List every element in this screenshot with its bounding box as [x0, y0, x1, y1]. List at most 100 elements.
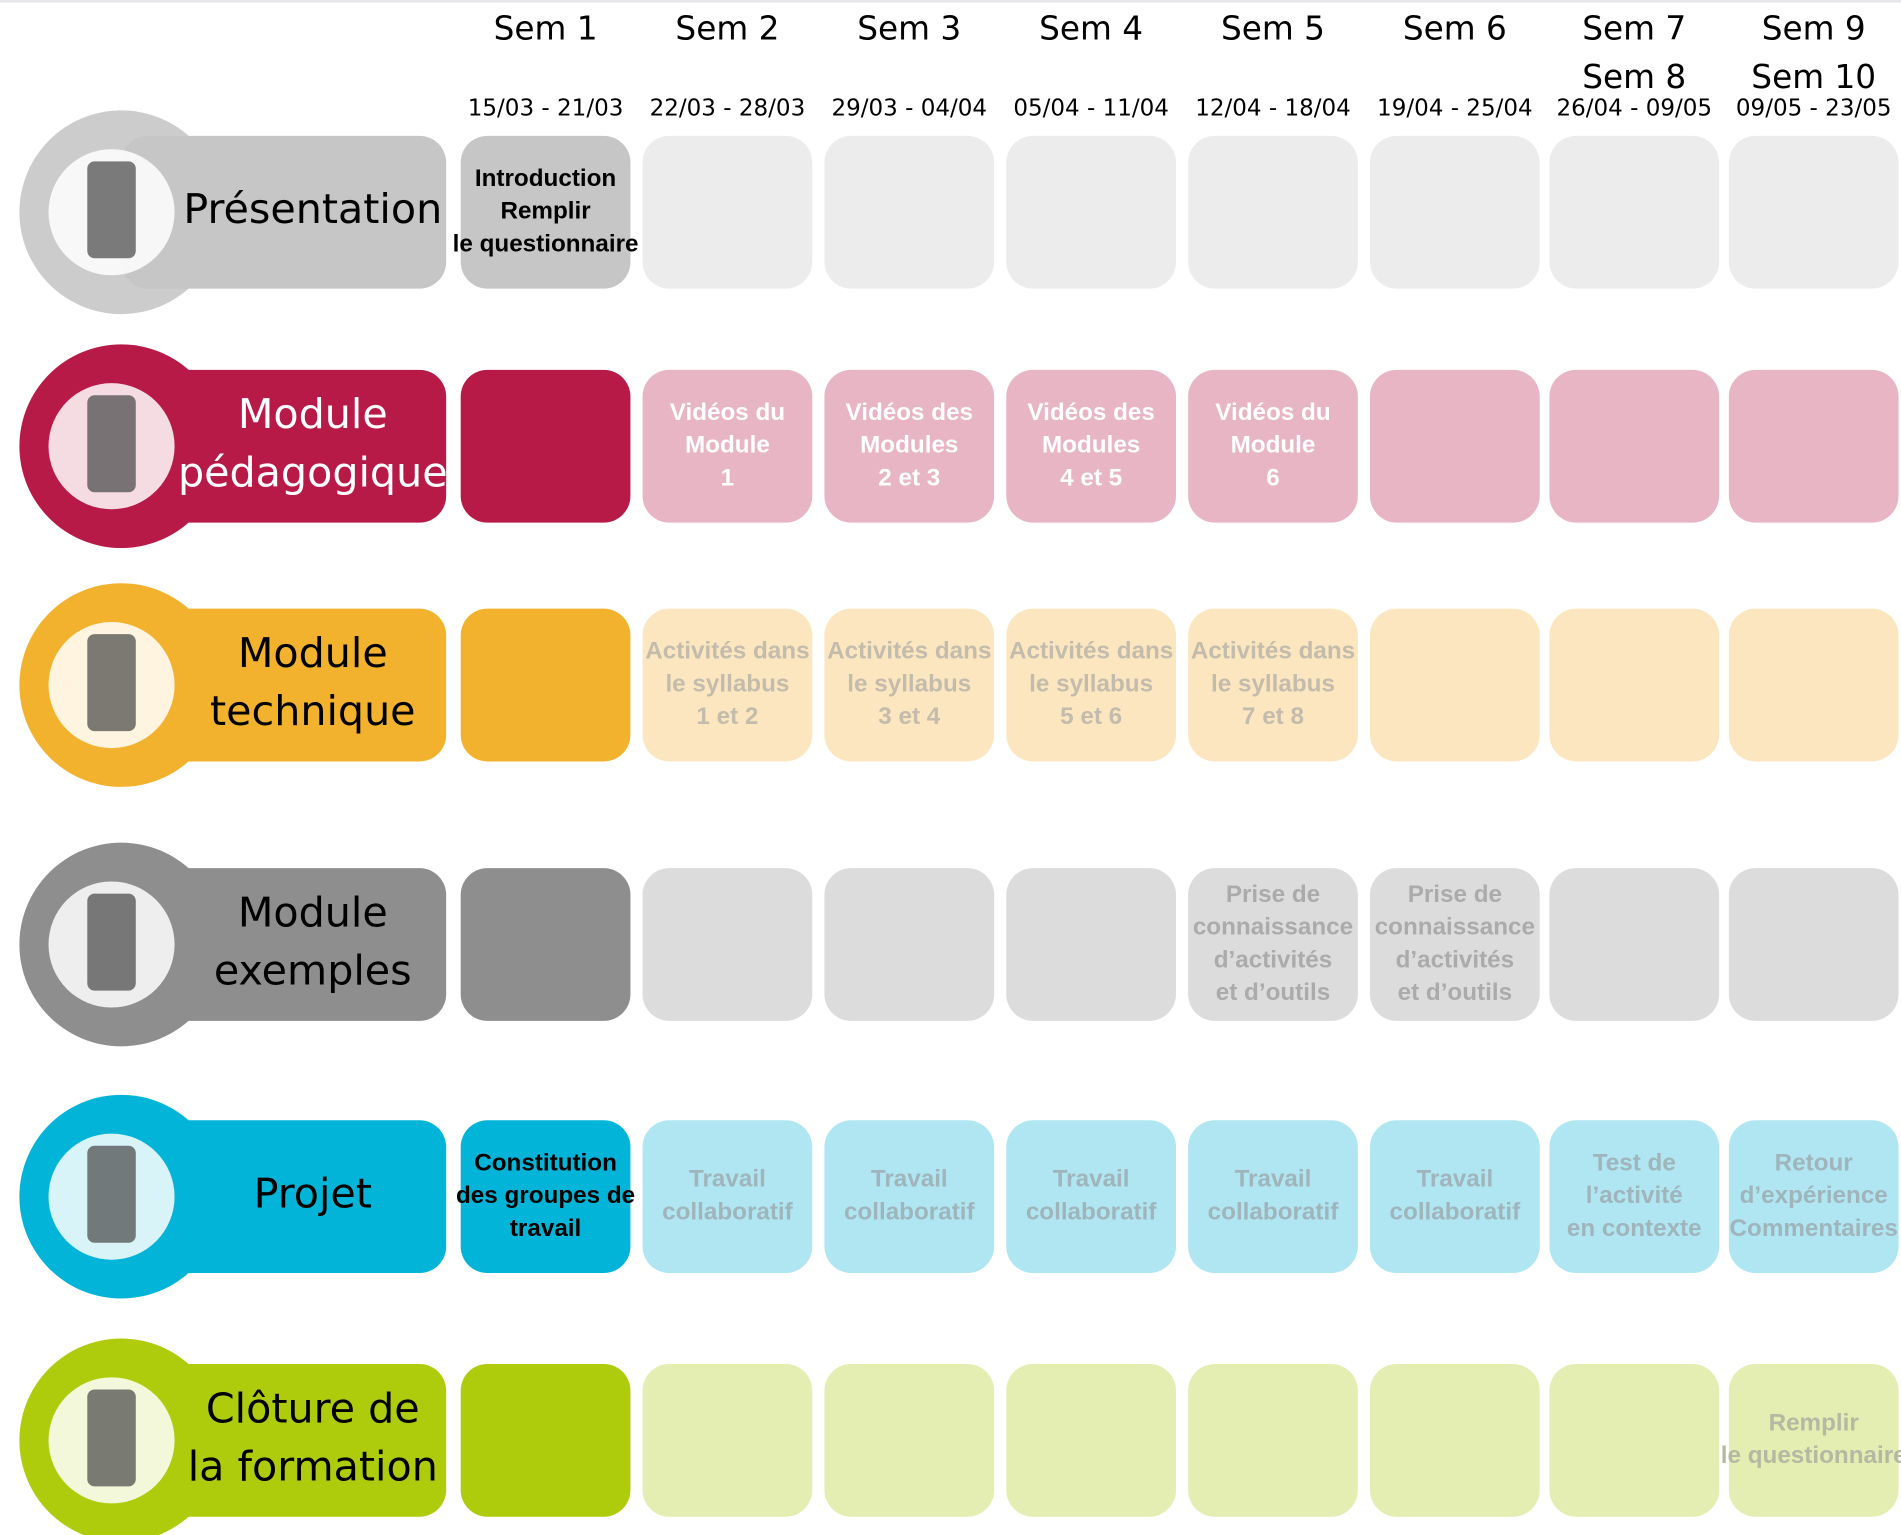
cell-text: collaboratif	[1390, 1198, 1522, 1225]
row-label: Module	[238, 390, 388, 438]
schedule-cell	[1369, 608, 1540, 762]
schedule-cell	[1728, 608, 1899, 762]
cell-text: 1 et 2	[696, 703, 758, 730]
cell-text: travail	[510, 1215, 581, 1242]
cell-text: le questionnaire	[1721, 1442, 1901, 1469]
cell-text: 3 et 4	[878, 703, 940, 730]
schedule-cell	[642, 1120, 813, 1274]
cell-text: d’activités	[1214, 946, 1333, 973]
week-dates: 15/03 - 21/03	[468, 96, 624, 122]
schedule-cell	[1728, 1363, 1899, 1517]
week-dates: 22/03 - 28/03	[650, 96, 806, 122]
cell-text: 2 et 3	[878, 464, 940, 491]
schedule-cell	[1549, 369, 1720, 523]
cell-text: collaboratif	[662, 1198, 794, 1225]
cell-text: et d’outils	[1216, 979, 1330, 1006]
cell-text: 7 et 8	[1242, 703, 1304, 730]
cell-text: Activités dans	[1009, 638, 1173, 665]
cell-text: Introduction	[475, 165, 616, 192]
row-label-bg	[121, 135, 447, 289]
cell-text: Travail	[871, 1166, 948, 1193]
cell-text: collaboratif	[1208, 1198, 1340, 1225]
schedule-cell	[1006, 868, 1177, 1021]
cell-text: Travail	[1235, 1166, 1312, 1193]
cell-text: Module	[1231, 432, 1316, 459]
row-label: technique	[210, 687, 416, 735]
cell-text: des groupes de	[456, 1182, 635, 1209]
week-label: Sem 6	[1403, 9, 1507, 47]
week-dates: 26/04 - 09/05	[1556, 96, 1712, 122]
cell-text: Travail	[689, 1166, 766, 1193]
schedule-cell	[460, 608, 631, 762]
cell-text: Vidéos des	[1027, 399, 1155, 426]
schedule-cell	[824, 608, 995, 762]
cell-text: connaissance	[1375, 914, 1535, 941]
row-label: Projet	[254, 1170, 372, 1218]
cell-text: d’expérience	[1740, 1182, 1888, 1209]
schedule-cell	[824, 1363, 995, 1517]
row-label-bg	[121, 1120, 447, 1274]
schedule-cell	[1188, 868, 1358, 1021]
schedule-cell	[1549, 1120, 1720, 1274]
cell-text: Vidéos du	[1215, 399, 1330, 426]
schedule-cell	[642, 135, 813, 289]
cell-text: Module	[685, 432, 770, 459]
cell-text: collaboratif	[844, 1198, 976, 1225]
cell-text: 6	[1266, 464, 1279, 491]
row-label-bg	[121, 1363, 447, 1517]
schedule-cell	[824, 369, 995, 523]
cell-text: Commentaires	[1730, 1215, 1898, 1242]
schedule-cell	[1728, 868, 1899, 1021]
schedule-cell	[642, 608, 813, 762]
row-label: la formation	[188, 1442, 438, 1490]
cell-text: Prise de	[1226, 881, 1320, 908]
week-dates: 29/03 - 04/04	[831, 96, 987, 122]
row-label: Clôture de	[206, 1384, 420, 1432]
cell-text: Prise de	[1408, 881, 1502, 908]
schedule-cell	[460, 1120, 631, 1274]
week-dates: 12/04 - 18/04	[1195, 96, 1351, 122]
cell-text: Travail	[1416, 1166, 1493, 1193]
row-icon-figure	[87, 893, 136, 991]
schedule-cell	[1728, 369, 1899, 523]
cell-text: le syllabus	[665, 670, 789, 697]
schedule-cell	[1369, 1120, 1540, 1274]
schedule-cell	[460, 135, 631, 289]
row-icon-figure	[87, 395, 136, 493]
row-label: Module	[238, 888, 388, 936]
cell-text: 4 et 5	[1060, 464, 1122, 491]
schedule-cell	[460, 1363, 631, 1517]
week-dates: 05/04 - 11/04	[1013, 96, 1169, 122]
schedule-cell	[1549, 868, 1720, 1021]
row-label: exemples	[214, 947, 412, 995]
schedule-cell	[1549, 1363, 1720, 1517]
schedule-cell	[1188, 1120, 1358, 1274]
schedule-cell	[824, 1120, 995, 1274]
cell-text: Remplir	[1769, 1409, 1860, 1436]
row-icon-figure	[87, 161, 136, 259]
schedule-cell	[1188, 608, 1358, 762]
schedule-cell	[1188, 369, 1358, 523]
week-label: Sem 8	[1582, 58, 1686, 96]
schedule-cell	[1369, 868, 1540, 1021]
row-label-bg	[121, 608, 447, 762]
schedule-cell	[1728, 135, 1899, 289]
row-icon-figure	[87, 1389, 136, 1487]
schedule-cell	[1369, 369, 1540, 523]
cell-text: et d’outils	[1398, 979, 1512, 1006]
schedule-cell	[824, 868, 995, 1021]
cell-text: Vidéos des	[846, 399, 974, 426]
cell-text: connaissance	[1193, 914, 1353, 941]
cell-text: Modules	[1042, 432, 1140, 459]
cell-text: le syllabus	[1211, 670, 1335, 697]
schedule-cell	[824, 135, 995, 289]
schedule-cell	[1006, 369, 1177, 523]
schedule-cell	[1006, 1363, 1177, 1517]
schedule-cell	[1728, 1120, 1899, 1274]
week-label: Sem 9	[1762, 9, 1866, 47]
week-label: Sem 10	[1751, 58, 1876, 96]
schedule-cell	[642, 369, 813, 523]
cell-text: collaboratif	[1026, 1198, 1158, 1225]
